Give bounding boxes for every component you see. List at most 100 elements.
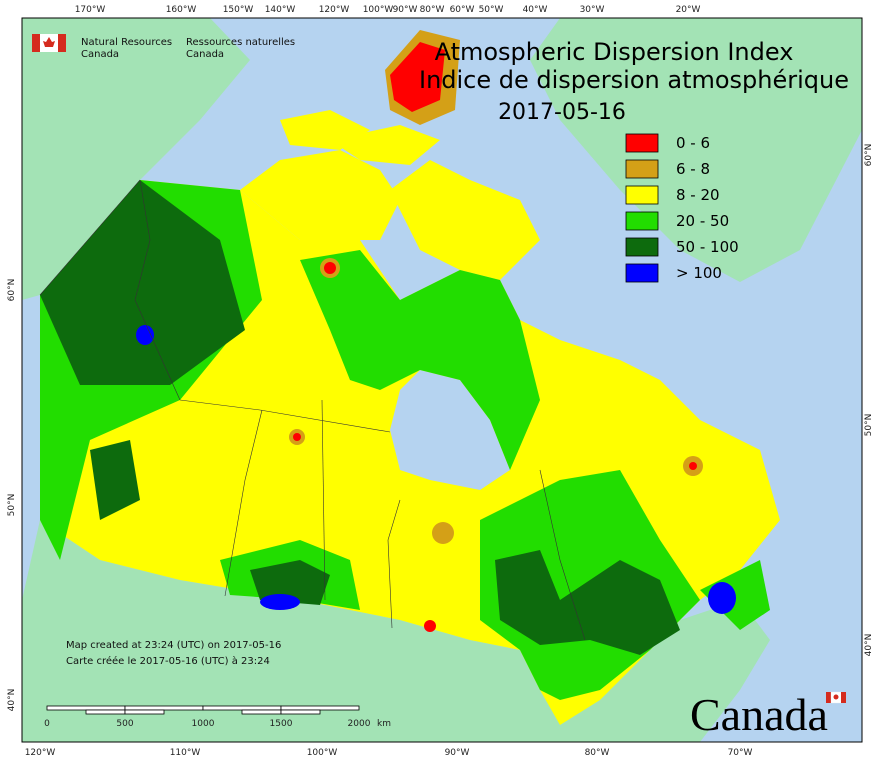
graticule-label: 160°W (166, 5, 197, 15)
greenland (530, 18, 862, 282)
zone-dark-green (40, 180, 245, 385)
legend-label: 6 - 8 (676, 160, 710, 178)
graticule-label: 90°W (445, 748, 470, 758)
scale-segment (280, 709, 321, 715)
graticule-label: 120°W (25, 748, 56, 758)
agency-en: Canada (81, 49, 119, 60)
legend-swatch (625, 263, 659, 283)
graticule-label: 60°N (7, 279, 17, 302)
graticule-label: 50°N (7, 494, 17, 517)
graticule-label: 50°N (864, 414, 874, 437)
graticule-label: 70°W (728, 748, 753, 758)
zone-dark-green (250, 560, 330, 605)
note-en: Map created at 23:24 (UTC) on 2017-05-16 (66, 640, 281, 651)
graticule-label: 140°W (265, 5, 296, 15)
scale-unit: km (377, 719, 391, 729)
graticule-label: 170°W (75, 5, 106, 15)
legend: 0 - 6 6 - 8 8 - 20 20 - 50 50 - 100 > 100 (625, 133, 739, 283)
scale-segment (280, 705, 360, 711)
scale-label: 2000 (348, 719, 371, 729)
zone-orange (432, 522, 454, 544)
border (224, 409, 263, 597)
wordmark-flag (826, 691, 846, 704)
zone-red (390, 42, 445, 112)
note-fr: Carte créée le 2017-05-16 (UTC) à 23:24 (66, 655, 270, 667)
arctic-island (330, 125, 440, 165)
graticule-label: 150°W (223, 5, 254, 15)
scale-bar: 0 500 1000 1500 2000 km (44, 705, 391, 729)
flag-bar (841, 692, 846, 703)
border (179, 399, 391, 433)
zone-dark-green (90, 440, 140, 520)
maple-leaf (833, 694, 839, 700)
wordmark: Canada (690, 689, 828, 740)
zone-blue (708, 582, 736, 614)
title-date: 2017-05-16 (498, 100, 626, 125)
title-en: Atmospheric Dispersion Index (435, 38, 794, 66)
scale-segment (124, 709, 165, 715)
graticule-label: 80°W (585, 748, 610, 758)
graticule-label: 100°W (307, 748, 338, 758)
zone-blue (260, 594, 300, 610)
scale-label: 1000 (192, 719, 215, 729)
arctic-island (240, 150, 400, 240)
logo-flag (32, 34, 66, 52)
border (134, 179, 181, 401)
agency-fr: Canada (186, 49, 224, 60)
agency-fr: Ressources naturelles (186, 37, 295, 48)
legend-label: 8 - 20 (676, 186, 720, 204)
graticule-label: 80°W (420, 5, 445, 15)
map-frame (21, 17, 863, 743)
graticule-label: 50°W (479, 5, 504, 15)
border (321, 399, 326, 601)
borders (39, 179, 586, 641)
scale-segment (46, 705, 126, 711)
scale-segment (202, 705, 282, 711)
zone-dark-green (495, 550, 680, 655)
zone-blue (136, 325, 154, 345)
graticule-label: 40°N (7, 689, 17, 712)
scale-segment (241, 709, 282, 715)
legend-label: 0 - 6 (676, 134, 710, 152)
graticule-labels: 170°W 160°W 150°W 140°W 120°W 100°W 90°W 80°W 60… (7, 5, 874, 758)
zone-red (324, 262, 336, 274)
title-fr: Indice de dispersion atmosphérique (419, 66, 849, 94)
alaska (22, 18, 250, 300)
scale-segment (124, 705, 204, 711)
agency-en: Natural Resources (81, 37, 172, 48)
graticule-label: 20°W (676, 5, 701, 15)
flag-bar (32, 34, 40, 52)
scale-segment (85, 709, 126, 715)
border (387, 499, 401, 629)
legend-swatch (625, 159, 659, 179)
border (539, 469, 586, 641)
zone-red (689, 462, 697, 470)
graticule-label: 90°W (393, 5, 418, 15)
baffin-island (390, 160, 540, 280)
legend-label: 20 - 50 (676, 212, 729, 230)
flag-bar (58, 34, 66, 52)
graticule-label: 40°W (523, 5, 548, 15)
legend-swatch (625, 237, 659, 257)
border (39, 179, 141, 296)
maple-leaf (43, 37, 55, 47)
graticule-label: 60°N (864, 144, 874, 167)
graticule-label: 120°W (319, 5, 350, 15)
scale-label: 1500 (270, 719, 293, 729)
zone-green (300, 250, 540, 470)
legend-swatch (625, 211, 659, 231)
graticule-label: 30°W (580, 5, 605, 15)
legend-label: > 100 (676, 264, 722, 282)
graticule-label: 110°W (170, 748, 201, 758)
scale-label: 0 (44, 719, 50, 729)
legend-swatch (625, 133, 659, 153)
zone-red (293, 433, 301, 441)
legend-label: 50 - 100 (676, 238, 739, 256)
graticule-label: 40°N (864, 634, 874, 657)
scale-label: 500 (116, 719, 133, 729)
graticule-label: 60°W (450, 5, 475, 15)
legend-swatch (625, 185, 659, 205)
flag-bar (826, 692, 831, 703)
hudson-bay (390, 370, 510, 490)
